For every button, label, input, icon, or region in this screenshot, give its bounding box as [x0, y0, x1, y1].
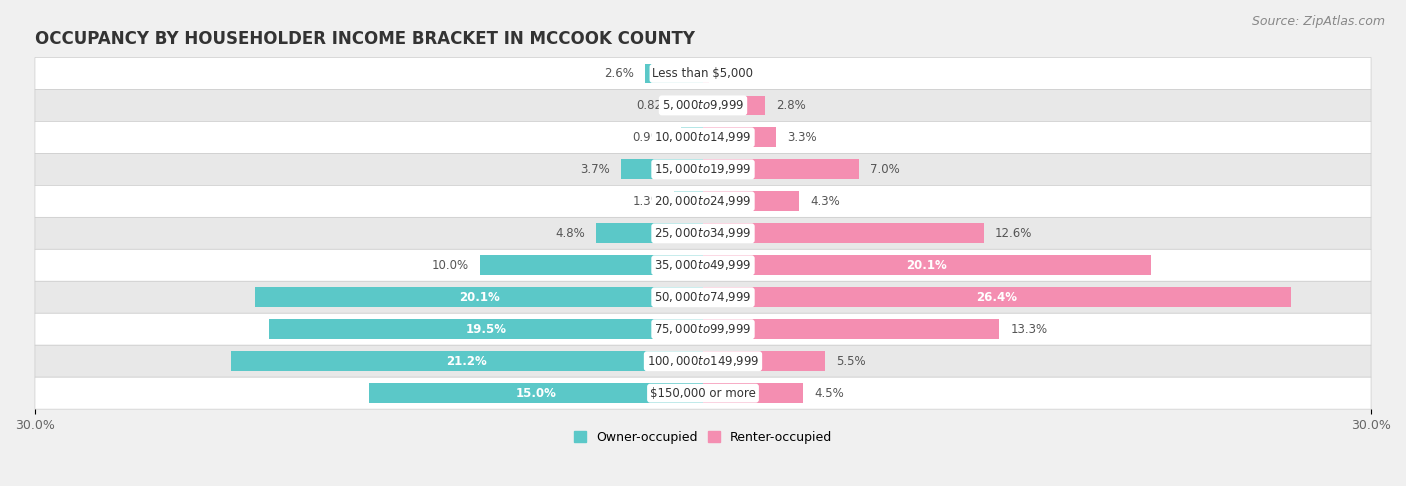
Bar: [368, 383, 703, 403]
Text: 7.0%: 7.0%: [870, 163, 900, 176]
Text: 5.5%: 5.5%: [837, 355, 866, 368]
FancyBboxPatch shape: [35, 313, 1371, 345]
Bar: [703, 191, 799, 211]
Bar: [269, 319, 703, 339]
Text: 1.3%: 1.3%: [633, 195, 662, 208]
Text: 26.4%: 26.4%: [976, 291, 1018, 304]
FancyBboxPatch shape: [35, 377, 1371, 409]
Text: 3.7%: 3.7%: [579, 163, 609, 176]
Bar: [481, 255, 703, 275]
Text: 4.8%: 4.8%: [555, 227, 585, 240]
Text: 2.6%: 2.6%: [605, 67, 634, 80]
Text: 10.0%: 10.0%: [432, 259, 470, 272]
FancyBboxPatch shape: [35, 345, 1371, 377]
Text: 21.2%: 21.2%: [447, 355, 488, 368]
Text: 0.25%: 0.25%: [720, 67, 756, 80]
Text: OCCUPANCY BY HOUSEHOLDER INCOME BRACKET IN MCCOOK COUNTY: OCCUPANCY BY HOUSEHOLDER INCOME BRACKET …: [35, 30, 695, 48]
Text: 4.3%: 4.3%: [810, 195, 839, 208]
Bar: [685, 96, 703, 115]
Bar: [620, 159, 703, 179]
FancyBboxPatch shape: [35, 89, 1371, 122]
Text: 4.5%: 4.5%: [814, 387, 844, 399]
Text: $50,000 to $74,999: $50,000 to $74,999: [654, 290, 752, 304]
Text: 20.1%: 20.1%: [458, 291, 499, 304]
Bar: [231, 351, 703, 371]
Text: $150,000 or more: $150,000 or more: [650, 387, 756, 399]
FancyBboxPatch shape: [35, 281, 1371, 313]
Text: $35,000 to $49,999: $35,000 to $49,999: [654, 258, 752, 272]
Text: 12.6%: 12.6%: [994, 227, 1032, 240]
Text: 0.99%: 0.99%: [633, 131, 669, 144]
FancyBboxPatch shape: [35, 122, 1371, 154]
Text: 3.3%: 3.3%: [787, 131, 817, 144]
Bar: [703, 224, 984, 243]
FancyBboxPatch shape: [35, 249, 1371, 281]
Bar: [703, 64, 709, 84]
FancyBboxPatch shape: [35, 154, 1371, 185]
Text: $5,000 to $9,999: $5,000 to $9,999: [662, 99, 744, 112]
Bar: [703, 96, 765, 115]
FancyBboxPatch shape: [35, 217, 1371, 249]
Text: $100,000 to $149,999: $100,000 to $149,999: [647, 354, 759, 368]
Bar: [256, 287, 703, 307]
Legend: Owner-occupied, Renter-occupied: Owner-occupied, Renter-occupied: [568, 426, 838, 449]
FancyBboxPatch shape: [35, 57, 1371, 89]
Bar: [703, 287, 1291, 307]
Text: $25,000 to $34,999: $25,000 to $34,999: [654, 226, 752, 240]
Bar: [703, 383, 803, 403]
Bar: [681, 127, 703, 147]
Bar: [703, 159, 859, 179]
Bar: [703, 255, 1150, 275]
Bar: [703, 319, 1000, 339]
Text: Less than $5,000: Less than $5,000: [652, 67, 754, 80]
Text: $15,000 to $19,999: $15,000 to $19,999: [654, 162, 752, 176]
FancyBboxPatch shape: [35, 185, 1371, 217]
Bar: [645, 64, 703, 84]
Text: $75,000 to $99,999: $75,000 to $99,999: [654, 322, 752, 336]
Bar: [703, 351, 825, 371]
Text: 2.8%: 2.8%: [776, 99, 806, 112]
Text: $20,000 to $24,999: $20,000 to $24,999: [654, 194, 752, 208]
Text: 0.82%: 0.82%: [637, 99, 673, 112]
Text: 15.0%: 15.0%: [516, 387, 557, 399]
Bar: [596, 224, 703, 243]
Text: 19.5%: 19.5%: [465, 323, 506, 336]
Text: 13.3%: 13.3%: [1011, 323, 1047, 336]
Bar: [703, 127, 776, 147]
Text: $10,000 to $14,999: $10,000 to $14,999: [654, 130, 752, 144]
Text: 20.1%: 20.1%: [907, 259, 948, 272]
Text: Source: ZipAtlas.com: Source: ZipAtlas.com: [1251, 15, 1385, 28]
Bar: [673, 191, 703, 211]
